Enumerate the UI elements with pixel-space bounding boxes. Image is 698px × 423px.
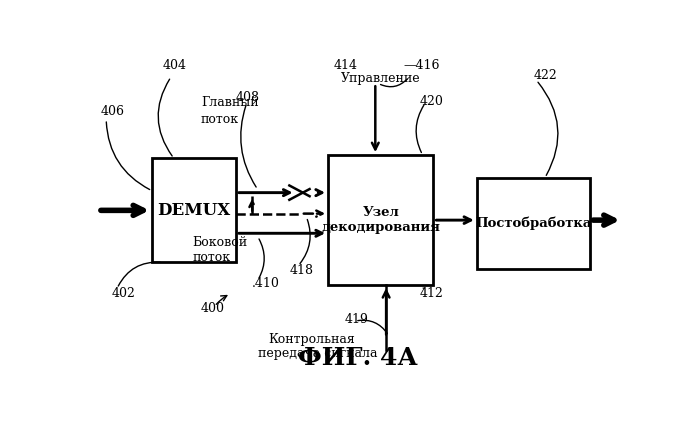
Text: поток: поток [201, 113, 239, 126]
Text: 404: 404 [163, 59, 187, 72]
Text: 422: 422 [533, 69, 557, 82]
Bar [477, 178, 591, 269]
Text: 402: 402 [112, 287, 135, 300]
Text: Контрольная: Контрольная [269, 332, 355, 346]
Text: 406: 406 [101, 104, 125, 118]
Text: Главный: Главный [201, 96, 258, 110]
Text: Постобработка: Постобработка [475, 217, 592, 230]
Text: Управление: Управление [341, 72, 420, 85]
Text: Узел
декодирования: Узел декодирования [321, 206, 440, 234]
Text: 418: 418 [290, 264, 314, 277]
Text: —416: —416 [403, 59, 440, 72]
Text: передача сигнала: передача сигнала [258, 347, 377, 360]
Text: DEMUX: DEMUX [158, 202, 231, 219]
Text: 420: 420 [420, 95, 444, 108]
Text: 400: 400 [201, 302, 225, 315]
Text: 419: 419 [344, 313, 368, 326]
Bar [152, 158, 236, 262]
Text: 412: 412 [420, 287, 444, 300]
Text: Боковой: Боковой [193, 236, 248, 250]
Text: .410: .410 [252, 277, 280, 290]
Bar [328, 155, 433, 285]
Text: 408: 408 [236, 91, 260, 104]
Text: 414: 414 [334, 59, 357, 72]
Text: поток: поток [193, 251, 231, 264]
Text: ФИГ. 4А: ФИГ. 4А [298, 346, 417, 370]
